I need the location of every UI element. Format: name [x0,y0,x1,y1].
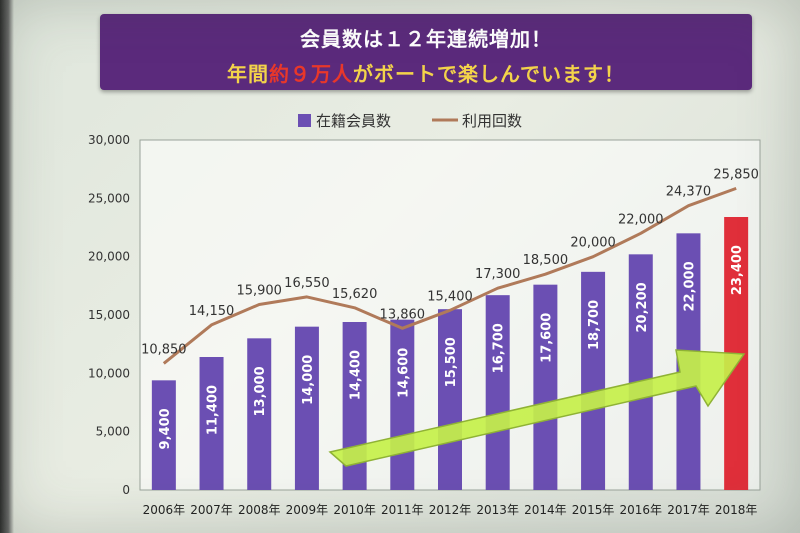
line-value-label: 15,400 [427,289,473,304]
banner-title-line2: 年間約９万人がボートで楽しんでいます！ [100,58,752,87]
x-tick-label: 2017年 [667,503,710,517]
bar-value-label: 20,200 [635,282,650,332]
legend-line-label: 利用回数 [462,112,522,130]
bar [581,271,606,490]
bar-value-label: 15,500 [444,337,459,387]
y-tick-label: 25,000 [88,191,130,205]
banner-line2-suffix: がボートで楽しんでいます！ [353,62,625,86]
bar [390,319,415,490]
line-value-label: 15,900 [236,284,282,299]
x-tick-label: 2012年 [429,503,472,517]
bar [438,309,462,490]
left-edge-shadow [0,0,14,533]
growth-arrow [328,349,746,467]
bar-value-label: 17,600 [539,313,554,363]
banner-title-line1: 会員数は１２年連続増加！ [300,27,552,51]
line-value-label: 18,500 [523,253,569,268]
bar [247,338,272,490]
x-tick-label: 2010年 [333,503,376,517]
bar [485,295,510,490]
x-tick-label: 2013年 [476,503,519,517]
x-tick-label: 2015年 [572,503,615,517]
title-banner: 会員数は１２年連続増加！ 年間約９万人がボートで楽しんでいます！ [100,14,752,90]
x-tick-label: 2018年 [715,503,758,517]
legend-bar-swatch [298,114,311,127]
line-value-label: 10,850 [141,342,187,357]
bar [533,284,558,490]
banner-line2-prefix: 年間 [227,62,269,86]
bar-value-label: 18,700 [587,300,602,350]
y-tick-label: 0 [122,483,130,497]
bar-value-label: 9,400 [158,408,173,449]
banner-line2-highlight: 約９万人 [269,62,353,86]
bar-value-label: 14,600 [396,348,411,398]
bar-value-label: 23,400 [730,245,745,295]
bar-value-label: 11,400 [206,385,221,435]
x-tick-label: 2016年 [619,503,662,517]
bar-value-label: 16,700 [492,323,507,373]
usage-line [162,186,737,365]
line-value-label: 17,300 [475,267,521,282]
line-value-label: 24,370 [666,185,712,200]
bar-value-label: 14,000 [301,355,316,405]
line-value-label: 22,000 [618,212,664,227]
bar [628,254,653,490]
x-tick-label: 2006年 [143,503,186,517]
y-tick-label: 20,000 [88,250,130,264]
bar [294,326,319,490]
x-tick-label: 2011年 [381,503,424,517]
line-value-label: 25,850 [713,167,759,182]
line-value-label: 15,620 [332,287,378,302]
legend-bar-label: 在籍会員数 [316,112,391,130]
bar-value-label: 13,000 [253,366,268,416]
line-value-label: 16,550 [284,276,330,291]
x-tick-label: 2007年 [190,503,233,517]
y-tick-label: 5,000 [96,425,130,439]
bar-value-label: 22,000 [682,261,697,311]
x-tick-label: 2009年 [286,503,329,517]
y-tick-label: 15,000 [88,308,130,322]
bar [151,380,176,490]
x-tick-label: 2008年 [238,503,281,517]
line-value-label: 20,000 [570,236,616,251]
line-value-label: 13,860 [380,307,426,322]
x-tick-label: 2014年 [524,503,567,517]
y-tick-label: 30,000 [88,133,130,147]
y-tick-label: 10,000 [88,366,130,380]
line-value-label: 14,150 [189,304,235,319]
bar-value-label: 14,400 [349,350,364,400]
bar [199,357,224,490]
